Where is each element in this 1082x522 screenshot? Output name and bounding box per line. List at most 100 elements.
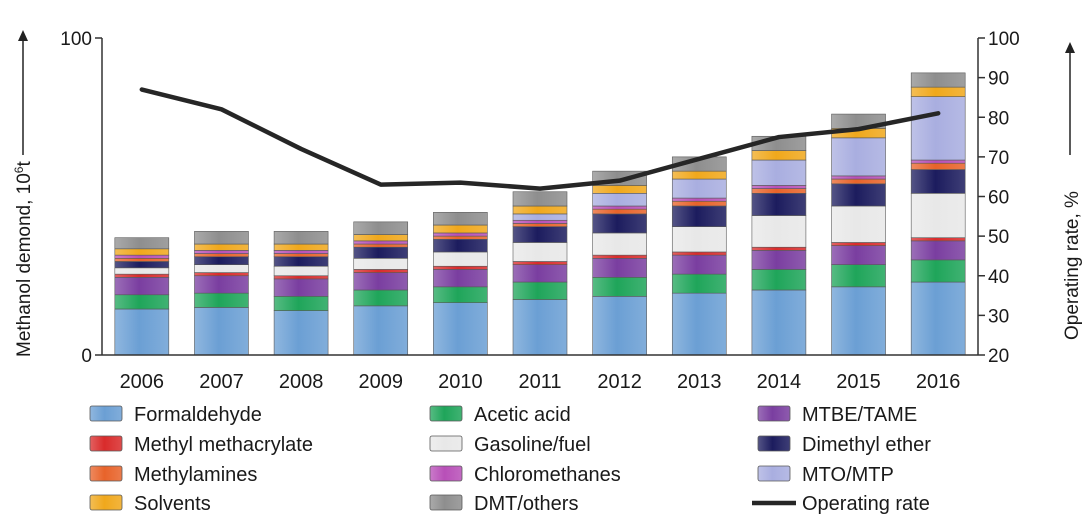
bar-segment-methyl-methacrylate-2011 — [512, 261, 568, 265]
bar-stack-2011 — [512, 191, 568, 356]
legend-swatch — [89, 465, 123, 482]
bar-segment-solvents-2014 — [751, 150, 807, 161]
bar-segment-formaldehyde-2015 — [831, 286, 886, 356]
legend-item-mto-mtp: MTO/MTP — [757, 464, 894, 486]
bar-segment-chloromethanes-2011 — [512, 219, 568, 224]
bar-stack-2012 — [592, 170, 647, 356]
bar-segment-methyl-methacrylate-2013 — [671, 251, 727, 256]
bar-segment-formaldehyde-2014 — [751, 289, 807, 356]
bar-segment-dimethyl-ether-2010 — [433, 238, 488, 253]
legend-item-dmt-others: DMT/others — [429, 493, 578, 515]
bar-segment-mtbe-tame-2007 — [194, 275, 249, 294]
bar-segment-gasoline-fuel-2012 — [592, 232, 647, 256]
bars-layer — [114, 72, 966, 356]
legend-swatch — [757, 405, 791, 422]
bar-segment-dmt-others-2016 — [910, 72, 966, 88]
legend-swatch — [429, 405, 463, 422]
bar-segment-mto-mtp-2015 — [831, 137, 886, 177]
x-tick-label: 2008 — [279, 371, 324, 393]
legend-label: Gasoline/fuel — [474, 434, 591, 456]
bar-stack-2008 — [273, 231, 329, 356]
bar-segment-chloromethanes-2010 — [433, 232, 488, 237]
right-axis-title: Operating rate, % — [1062, 191, 1082, 340]
right-tick-label: 70 — [988, 148, 1009, 169]
bar-segment-solvents-2011 — [512, 205, 568, 215]
bar-segment-solvents-2009 — [353, 234, 409, 242]
left-axis-arrowhead — [18, 30, 28, 41]
bar-segment-mtbe-tame-2006 — [114, 277, 170, 296]
bar-segment-dimethyl-ether-2007 — [194, 256, 249, 265]
bar-segment-mtbe-tame-2015 — [831, 245, 886, 265]
bar-segment-methylamines-2007 — [194, 253, 249, 258]
bar-segment-methylamines-2010 — [433, 235, 488, 240]
bar-segment-gasoline-fuel-2016 — [910, 193, 966, 239]
legend-label: Dimethyl ether — [802, 434, 931, 456]
legend-item-operating-rate: Operating rate — [752, 493, 930, 515]
bar-segment-chloromethanes-2009 — [353, 240, 409, 245]
bar-segment-dmt-others-2007 — [194, 231, 249, 245]
x-tick-label: 2010 — [438, 371, 483, 393]
legend-label: Methyl methacrylate — [134, 434, 313, 456]
bar-segment-chloromethanes-2013 — [671, 197, 727, 202]
legend-label: MTO/MTP — [802, 464, 894, 486]
bar-segment-gasoline-fuel-2013 — [671, 226, 727, 253]
legend-item-mtbe-tame: MTBE/TAME — [757, 404, 917, 426]
bar-segment-gasoline-fuel-2007 — [194, 264, 249, 273]
legend-swatch — [429, 465, 463, 482]
x-tick-label: 2015 — [836, 371, 881, 393]
bar-segment-formaldehyde-2010 — [433, 302, 488, 356]
legend-swatch — [89, 494, 123, 511]
bar-segment-dmt-others-2011 — [512, 191, 568, 207]
bar-segment-solvents-2016 — [910, 86, 966, 97]
bar-segment-mtbe-tame-2014 — [751, 250, 807, 270]
bar-segment-mtbe-tame-2011 — [512, 264, 568, 283]
bar-segment-chloromethanes-2015 — [831, 175, 886, 180]
bar-segment-solvents-2010 — [433, 224, 488, 234]
bar-segment-formaldehyde-2007 — [194, 307, 249, 356]
bar-segment-dimethyl-ether-2006 — [114, 261, 170, 269]
bar-segment-acetic-acid-2006 — [114, 294, 170, 310]
bar-segment-formaldehyde-2013 — [671, 292, 727, 356]
x-tick-label: 2012 — [597, 371, 642, 393]
legend-item-methylamines: Methylamines — [89, 464, 257, 486]
x-tick-label: 2016 — [916, 371, 961, 393]
bar-segment-methyl-methacrylate-2008 — [273, 275, 329, 280]
bar-segment-gasoline-fuel-2006 — [114, 267, 170, 275]
bar-segment-methylamines-2009 — [353, 243, 409, 248]
bar-segment-gasoline-fuel-2009 — [353, 258, 409, 270]
left-axis-title: Methanol demond, 106t — [12, 161, 35, 357]
bar-segment-formaldehyde-2016 — [910, 281, 966, 356]
bar-segment-dimethyl-ether-2016 — [910, 169, 966, 194]
legend-swatch — [757, 465, 791, 482]
right-tick-label: 60 — [988, 188, 1009, 209]
bar-segment-dmt-others-2006 — [114, 237, 170, 250]
bar-segment-methylamines-2012 — [592, 208, 647, 215]
bar-segment-dimethyl-ether-2008 — [273, 256, 329, 267]
legend-item-chloromethanes: Chloromethanes — [429, 464, 621, 486]
bar-segment-mtbe-tame-2016 — [910, 240, 966, 261]
bar-segment-mtbe-tame-2008 — [273, 278, 329, 297]
legend-label: Operating rate — [802, 493, 930, 515]
bar-segment-dmt-others-2009 — [353, 221, 409, 235]
bar-stack-2013 — [671, 156, 727, 356]
bar-segment-solvents-2008 — [273, 243, 329, 251]
x-tick-label: 2009 — [358, 371, 403, 393]
bar-segment-formaldehyde-2006 — [114, 308, 170, 356]
right-tick-label: 20 — [988, 346, 1009, 367]
bar-segment-formaldehyde-2012 — [592, 296, 647, 356]
legend-swatch — [429, 494, 463, 511]
bar-segment-chloromethanes-2008 — [273, 250, 329, 254]
right-tick-label: 80 — [988, 108, 1009, 129]
bar-segment-formaldehyde-2011 — [512, 299, 568, 356]
right-axis-arrowhead — [1065, 42, 1075, 53]
legend-label: Solvents — [134, 493, 211, 515]
operating-rate-line-layer — [139, 87, 941, 191]
right-tick-label: 30 — [988, 306, 1009, 327]
operating-rate-line — [139, 87, 941, 191]
bar-segment-acetic-acid-2010 — [433, 286, 488, 303]
bar-segment-chloromethanes-2014 — [751, 185, 807, 189]
x-tick-label: 2006 — [120, 371, 165, 393]
bar-segment-chloromethanes-2006 — [114, 254, 170, 259]
bar-segment-dmt-others-2010 — [433, 212, 488, 226]
bar-segment-acetic-acid-2007 — [194, 292, 249, 308]
